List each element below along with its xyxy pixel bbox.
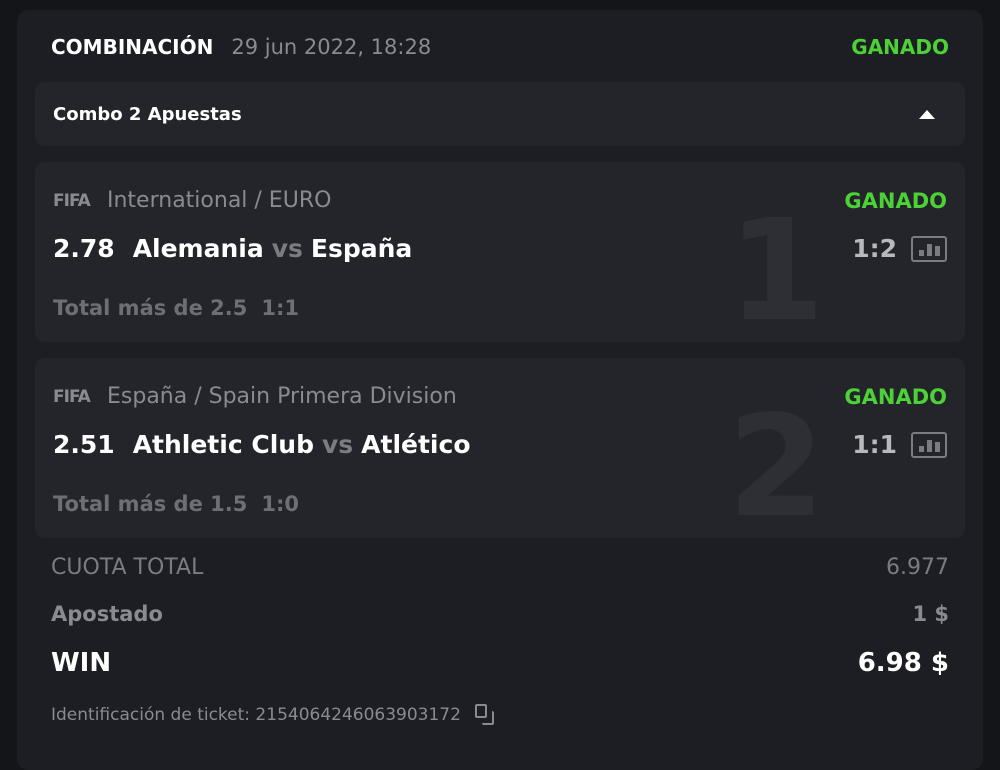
odds: 2.51 — [53, 430, 115, 459]
combo-label: Combo 2 Apuestas — [53, 103, 242, 125]
score: 1:2 — [852, 234, 897, 263]
leg-number: 2 — [727, 386, 825, 538]
leg-2: 2 FIFA España / Spain Primera Division G… — [35, 358, 965, 538]
status-badge: GANADO — [851, 35, 949, 59]
league: International / EURO — [107, 188, 332, 213]
stats-icon[interactable] — [911, 235, 947, 262]
win-row: WIN 6.98 $ — [51, 648, 949, 678]
combo-toggle[interactable]: Combo 2 Apuestas — [35, 82, 965, 146]
stake-value: 1 $ — [912, 602, 949, 626]
bet-datetime: 29 jun 2022, 18:28 — [231, 35, 432, 59]
bet-type: COMBINACIÓN — [51, 35, 214, 59]
league: España / Spain Primera Division — [107, 384, 457, 409]
caret-up-icon[interactable] — [919, 109, 935, 119]
vs: vs — [321, 430, 354, 459]
fifa-logo-icon: FIFA — [53, 190, 91, 211]
ticket-id: Identificación de ticket: 21540642460639… — [51, 704, 495, 726]
leg-1: 1 FIFA International / EURO GANADO 2.78 … — [35, 162, 965, 342]
score: 1:1 — [852, 430, 897, 459]
fifa-logo-icon: FIFA — [53, 386, 91, 407]
leg-number: 1 — [727, 190, 825, 342]
market-score: 1:0 — [261, 492, 299, 516]
home-team: Alemania — [132, 234, 264, 263]
away-team: Atlético — [361, 430, 471, 459]
market: Total más de 1.5 — [53, 492, 248, 516]
win-value: 6.98 $ — [857, 648, 949, 678]
total-odds-label: CUOTA TOTAL — [51, 555, 204, 580]
stake-label: Apostado — [51, 602, 163, 626]
win-label: WIN — [51, 648, 112, 678]
home-team: Athletic Club — [132, 430, 314, 459]
market-score: 1:1 — [261, 296, 299, 320]
vs: vs — [271, 234, 303, 263]
market: Total más de 2.5 — [53, 296, 248, 320]
away-team: España — [310, 234, 413, 263]
odds: 2.78 — [53, 234, 115, 263]
leg-status: GANADO — [844, 384, 947, 409]
copy-icon[interactable] — [474, 704, 495, 726]
stake-row: Apostado 1 $ — [51, 602, 949, 626]
stats-icon[interactable] — [911, 431, 947, 458]
leg-status: GANADO — [844, 188, 947, 213]
bet-card: COMBINACIÓN 29 jun 2022, 18:28 GANADO Co… — [17, 10, 983, 770]
total-odds-row: CUOTA TOTAL 6.977 — [51, 555, 949, 580]
ticket-label: Identificación de ticket: 21540642460639… — [51, 705, 461, 725]
total-odds-value: 6.977 — [886, 555, 949, 580]
bet-header: COMBINACIÓN 29 jun 2022, 18:28 GANADO — [51, 32, 949, 62]
